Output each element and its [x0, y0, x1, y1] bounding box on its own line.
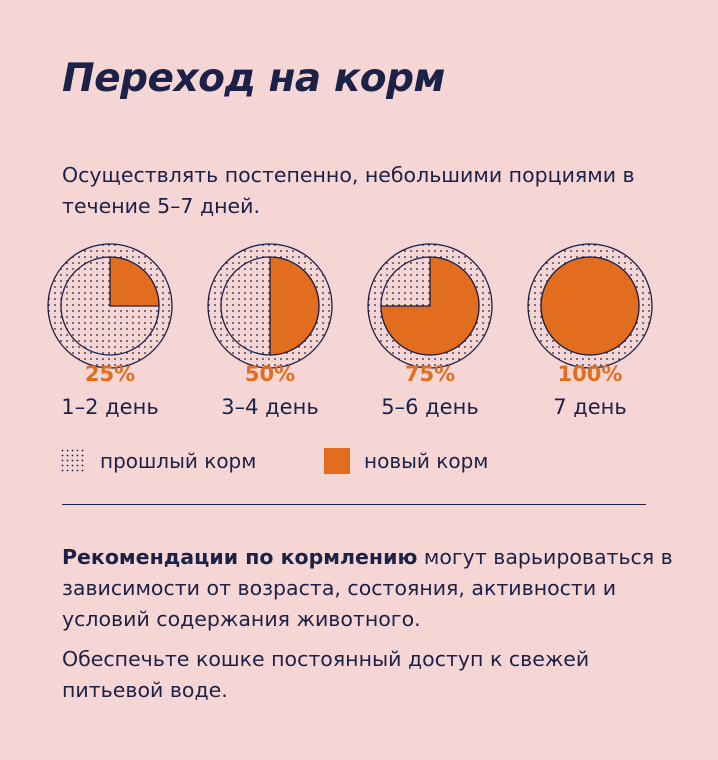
divider [62, 504, 646, 505]
recommendation-text: Рекомендации по кормлению могут варьиров… [62, 542, 682, 635]
pie-percent-label: 25% [84, 362, 136, 386]
pie-chart-3 [366, 242, 494, 370]
pie-slice-new [380, 256, 480, 356]
intro-text: Осуществлять постепенно, небольшими порц… [62, 163, 635, 218]
pie-chart-4 [526, 242, 654, 370]
pie-percent-label: 50% [244, 362, 296, 386]
pie-slice-new [540, 256, 640, 356]
pie-percent-label: 100% [557, 362, 623, 386]
pie-day-label: 3–4 день [221, 395, 319, 419]
pie-day-label: 5–6 день [381, 395, 479, 419]
legend-label-new: новый корм [364, 449, 489, 473]
recommendation-rest: могут варьироваться в зависимости от воз… [62, 545, 673, 631]
pie-slice-new [269, 256, 320, 356]
pie-percent-label: 75% [404, 362, 456, 386]
recommendation-bold: Рекомендации по кормлению [62, 545, 418, 569]
pie-day-label: 7 день [553, 395, 627, 419]
legend-label-old: прошлый корм [100, 449, 257, 473]
page-title: Переход на корм [62, 56, 445, 101]
legend-dotted-swatch [60, 448, 86, 474]
pie-day-label: 1–2 день [61, 395, 159, 419]
pie-chart-1 [46, 242, 174, 370]
legend-item-new: новый корм [324, 448, 488, 474]
legend-item-old: прошлый корм [60, 448, 256, 474]
pie-slice-new [109, 256, 160, 307]
legend-orange-swatch [324, 448, 350, 474]
pie-chart-2 [206, 242, 334, 370]
water-note: Обеспечьте кошке постоянный доступ к све… [62, 647, 590, 702]
